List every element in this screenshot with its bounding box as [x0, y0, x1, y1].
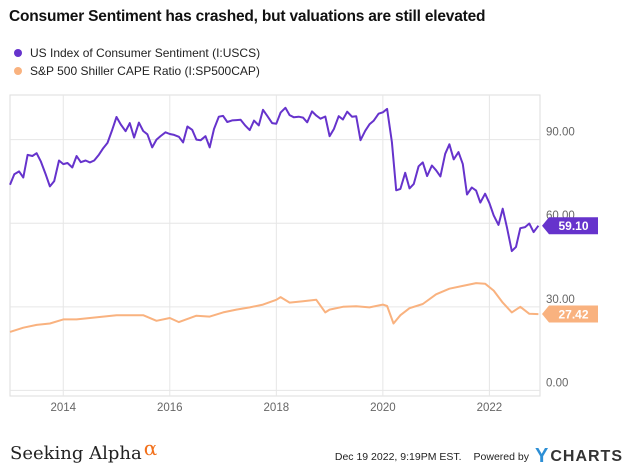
ycharts-logo[interactable]: Y CHARTS [535, 445, 623, 468]
footer-attribution: Dec 19 2022, 9:19PM EST. Powered by Y CHA… [335, 445, 623, 468]
legend-dot-sentiment [14, 49, 22, 57]
chart-title: Consumer Sentiment has crashed, but valu… [9, 8, 486, 25]
end-label-sentiment: 59.10 [558, 219, 588, 233]
legend-label-sentiment: US Index of Consumer Sentiment (I:USCS) [30, 46, 261, 60]
series-line-sentiment [9, 106, 540, 253]
y-tick-label-0: 0.00 [546, 377, 568, 389]
ycharts-wordmark: CHARTS [550, 447, 623, 465]
x-tick-label-3: 2020 [370, 402, 396, 414]
x-tick-label-4: 2022 [477, 402, 503, 414]
ycharts-y-icon: Y [534, 445, 550, 467]
y-tick-label-1: 30.00 [546, 294, 575, 306]
seeking-alpha-logo: Seeking Alpha α [10, 436, 157, 464]
series-line-cape [9, 282, 539, 333]
end-label-bg-sentiment [542, 217, 598, 235]
end-label-bg-cape [542, 305, 598, 323]
x-tick-label-2: 2018 [264, 402, 290, 414]
end-label-cape: 27.42 [558, 308, 588, 322]
legend-dot-cape [14, 67, 22, 75]
legend: US Index of Consumer Sentiment (I:USCS) … [14, 44, 260, 80]
legend-label-cape: S&P 500 Shiller CAPE Ratio (I:SP500CAP) [30, 64, 260, 78]
x-tick-label-0: 2014 [50, 402, 76, 414]
timestamp: Dec 19 2022, 9:19PM EST. [334, 450, 462, 463]
brand-name: Seeking Alpha [10, 443, 142, 464]
y-tick-label-3: 90.00 [546, 127, 575, 139]
powered-by-label: Powered by [473, 450, 529, 463]
x-tick-label-1: 2016 [157, 402, 183, 414]
legend-item-cape[interactable]: S&P 500 Shiller CAPE Ratio (I:SP500CAP) [14, 62, 260, 80]
plot-frame [9, 94, 541, 397]
legend-item-sentiment[interactable]: US Index of Consumer Sentiment (I:USCS) [14, 44, 260, 62]
alpha-symbol: α [143, 436, 158, 460]
